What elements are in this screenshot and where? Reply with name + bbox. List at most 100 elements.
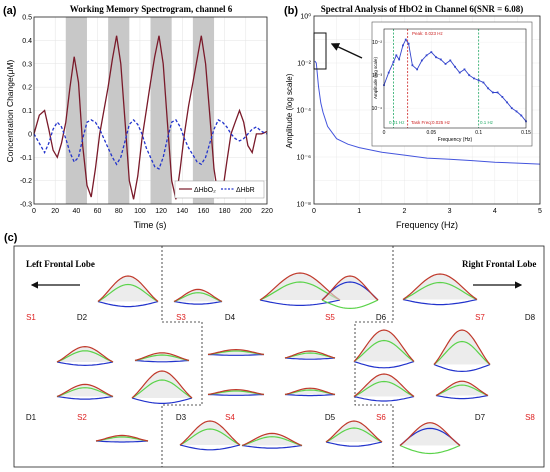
inset-point	[392, 61, 395, 63]
mini-hbr-line	[131, 397, 193, 404]
mini-hbo2-line	[435, 380, 489, 397]
mini-hbt-line	[284, 389, 336, 396]
region-divider-left	[161, 246, 203, 467]
x-tick-label: 20	[51, 208, 59, 215]
task-block	[108, 17, 130, 204]
optode-label-d3: D3	[176, 413, 187, 422]
mini-hbo2-line	[179, 420, 241, 446]
inset-task-label: Task Freq:0.025 Hz	[411, 120, 451, 125]
mini-shade	[208, 349, 264, 355]
inset-point	[477, 79, 480, 82]
chart-b-inset: 0 0.05 0.1 0.15 10⁻² 10⁻³ 10⁻⁴ Frequency (Hz)…	[372, 21, 533, 147]
inset-high-label: 0.1 Hz	[480, 120, 494, 125]
chart-b-y-ticks: 10⁻⁸ 10⁻⁶ 10⁻⁴ 10⁻² 10⁰	[297, 13, 312, 209]
optode-label-d7: D7	[475, 413, 486, 422]
x-tick-label: 4	[493, 208, 497, 215]
x-tick-label: 1	[357, 208, 361, 215]
inset-point	[404, 38, 407, 41]
panel-b-chart: Spectral Analysis of HbO2 in Channel 6(S…	[285, 4, 542, 230]
channel-mini-plot	[241, 432, 303, 449]
mini-hbo2-line	[241, 432, 303, 447]
optode-labels: S1 D2 S3 D4 S5 D6 S7 D8 D1 S2 D3 S4 D5 S6 D7 S8	[26, 313, 536, 422]
mini-shade	[260, 273, 340, 300]
optode-label-d6: D6	[376, 313, 387, 322]
mini-hbt-line	[56, 350, 114, 363]
channel-mini-plots	[56, 272, 491, 455]
mini-hbr-line	[97, 300, 159, 308]
mini-shade	[135, 352, 189, 361]
mini-shade	[403, 274, 477, 300]
optode-label-s2: S2	[77, 413, 87, 422]
x-tick-label: 100	[134, 208, 146, 215]
inset-point	[487, 87, 490, 90]
optode-label-d4: D4	[225, 313, 236, 322]
mini-shade	[400, 422, 460, 446]
inset-x-tick-label: 0.1	[475, 130, 482, 136]
mini-shade	[98, 276, 158, 302]
mini-shade	[208, 389, 264, 395]
panel-label-c: (c)	[4, 232, 18, 244]
y-tick-label: 10⁻⁴	[297, 108, 312, 115]
inset-point	[439, 58, 442, 61]
channel-mini-plot	[179, 420, 241, 451]
mini-hbr-line	[402, 298, 478, 306]
inset-ylabel: Amplitude (log scale)	[373, 56, 378, 99]
inset-point	[520, 114, 523, 117]
mini-hbr-line	[435, 394, 489, 400]
inset-point	[395, 54, 398, 57]
y-tick-label: 0.1	[22, 108, 32, 115]
optode-label-s1: S1	[26, 313, 36, 322]
chart-b-ylabel: Amplitude (log scale)	[285, 73, 294, 148]
chart-b-title: Spectral Analysis of HbO2 in Channel 6(S…	[321, 4, 523, 14]
y-tick-label: -0.3	[20, 202, 32, 209]
inset-low-label: 0.01 Hz	[389, 120, 405, 125]
mini-hbo2-line	[207, 348, 265, 356]
chart-a-shaded-blocks	[65, 17, 215, 204]
channel-mini-plot	[399, 422, 461, 455]
mini-shade	[57, 346, 113, 362]
x-tick-label: 160	[198, 208, 210, 215]
y-tick-label: 0.2	[22, 85, 32, 92]
mini-hbo2-line	[284, 387, 336, 396]
channel-mini-plot	[325, 420, 383, 447]
y-tick-label: 0.3	[22, 61, 32, 68]
mini-hbr-line	[207, 393, 265, 396]
chart-a-ylabel: Concentration Change(μM)	[5, 59, 15, 162]
channel-mini-plot	[134, 352, 190, 363]
mini-hbr-line	[95, 440, 149, 443]
mini-hbo2-line	[353, 329, 415, 362]
mini-hbr-line	[56, 395, 114, 400]
mini-hbo2-line	[399, 422, 461, 446]
inset-y-tick-label: 10⁻²	[372, 40, 382, 46]
chart-a-x-ticks: 0 20 40 60 80 100 120 140 160 180 200 220	[32, 208, 273, 215]
inset-point	[510, 107, 513, 110]
mini-hbo2-line	[321, 275, 379, 301]
x-tick-label: 3	[448, 208, 452, 215]
mini-shade	[242, 433, 302, 446]
inset-x-tick-label: 0.05	[426, 130, 436, 136]
mini-hbo2-line	[56, 345, 114, 363]
legend-hbo2: ΔHbO₂	[194, 187, 216, 194]
channel-mini-plot	[321, 275, 379, 310]
x-tick-label: 0	[32, 208, 36, 215]
chart-b-xlabel: Frequency (Hz)	[396, 220, 458, 230]
chart-b-series	[314, 60, 541, 165]
left-frontal-lobe-label: Left Frontal Lobe	[26, 259, 95, 269]
channel-mini-plot	[97, 275, 159, 308]
inset-point	[387, 71, 390, 74]
mini-hbt-line	[241, 436, 303, 447]
optode-label-s4: S4	[225, 413, 235, 422]
inset-point	[430, 51, 433, 54]
inset-point	[402, 44, 404, 47]
inset-point	[454, 65, 456, 68]
x-tick-label: 0	[312, 208, 316, 215]
optode-label-s8: S8	[525, 413, 535, 422]
legend-hbr: ΔHbR	[236, 187, 255, 194]
chart-a-series	[33, 35, 268, 200]
inset-point	[398, 58, 401, 61]
mini-shade	[285, 351, 335, 358]
mini-shade	[436, 381, 488, 396]
panel-c-topography: Left Frontal Lobe Right Frontal Lobe S1 D…	[13, 245, 545, 468]
channel-mini-plot	[56, 383, 114, 400]
mini-hbt-line	[325, 427, 383, 443]
